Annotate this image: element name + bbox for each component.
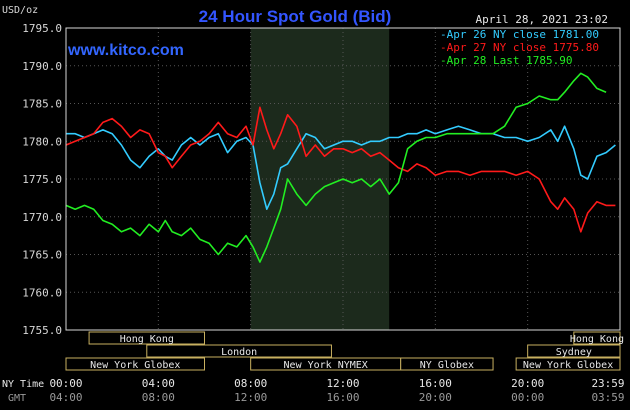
x-tick-label-ny: 00:00	[49, 377, 82, 390]
y-tick-label: 1765.0	[22, 249, 62, 262]
plot-frame	[65, 27, 621, 331]
session-box	[146, 344, 332, 358]
chart-title: 24 Hour Spot Gold (Bid)	[199, 7, 392, 26]
x-tick-label-gmt: 04:00	[49, 391, 82, 404]
y-axis: 1795.0 1790.0 1785.0 1780.0 1775.0 1770.0 1765…	[22, 22, 62, 337]
x-tick-label-gmt: 08:00	[142, 391, 175, 404]
x-tick-label-gmt: 03:59	[591, 391, 624, 404]
session-box	[88, 331, 205, 345]
legend-entry: -Apr 28 Last 1785.90	[440, 54, 572, 67]
x-tick-label-gmt: 12:00	[234, 391, 267, 404]
legend-entry: -Apr 27 NY close 1775.80	[440, 41, 599, 54]
session-box	[573, 331, 621, 345]
y-unit-label: USD/oz	[2, 5, 38, 16]
legend: -Apr 26 NY close 1781.00-Apr 27 NY close…	[440, 28, 599, 67]
y-tick-label: 1755.0	[22, 324, 62, 337]
x-tick-label-ny: 08:00	[234, 377, 267, 390]
highlight-band	[250, 28, 390, 330]
y-tick-label: 1785.0	[22, 98, 62, 111]
session-box	[515, 357, 621, 371]
series-lines	[65, 72, 616, 263]
session-label: New York Globex	[90, 360, 180, 371]
x-tick-label-ny: 23:59	[591, 377, 624, 390]
y-tick-label: 1795.0	[22, 22, 62, 35]
session-label: London	[221, 347, 257, 358]
x-tick-label-ny: 20:00	[511, 377, 544, 390]
session-box	[400, 357, 494, 371]
date-label: April 28, 2021 23:02	[476, 13, 608, 26]
y-tick-label: 1775.0	[22, 173, 62, 186]
session-label: New York Globex	[523, 360, 613, 371]
x-tick-label-gmt: 16:00	[326, 391, 359, 404]
session-label: Hong Kong	[570, 334, 624, 345]
x-tick-label-gmt: 20:00	[419, 391, 452, 404]
y-tick-label: 1780.0	[22, 135, 62, 148]
y-tick-label: 1790.0	[22, 60, 62, 73]
x-tick-label-ny: 12:00	[326, 377, 359, 390]
gmt-row-label: GMT	[8, 393, 26, 404]
x-axis: NY TimeGMT00:0004:0004:0008:0008:0012:00…	[2, 377, 625, 404]
series-line-apr-27	[65, 106, 616, 233]
x-tick-label-gmt: 00:00	[511, 391, 544, 404]
series-line-apr-28	[65, 72, 607, 263]
series-line-apr-26	[66, 125, 616, 210]
market-sessions: Hong Kong Hong Kong London Sydney New York G…	[65, 331, 624, 371]
session-box	[527, 344, 621, 358]
legend-entry: -Apr 26 NY close 1781.00	[440, 28, 599, 41]
session-label: Hong Kong	[120, 334, 174, 345]
x-tick-label-ny: 04:00	[142, 377, 175, 390]
y-tick-label: 1770.0	[22, 211, 62, 224]
site-label[interactable]: www.kitco.com	[67, 42, 184, 59]
session-box	[65, 357, 205, 371]
session-label: New York NYMEX	[284, 360, 368, 371]
x-tick-label-ny: 16:00	[419, 377, 452, 390]
y-tick-label: 1760.0	[22, 286, 62, 299]
session-label: Sydney	[556, 347, 592, 358]
session-label: NY Globex	[420, 360, 474, 371]
ny-time-row-label: NY Time	[2, 379, 44, 390]
